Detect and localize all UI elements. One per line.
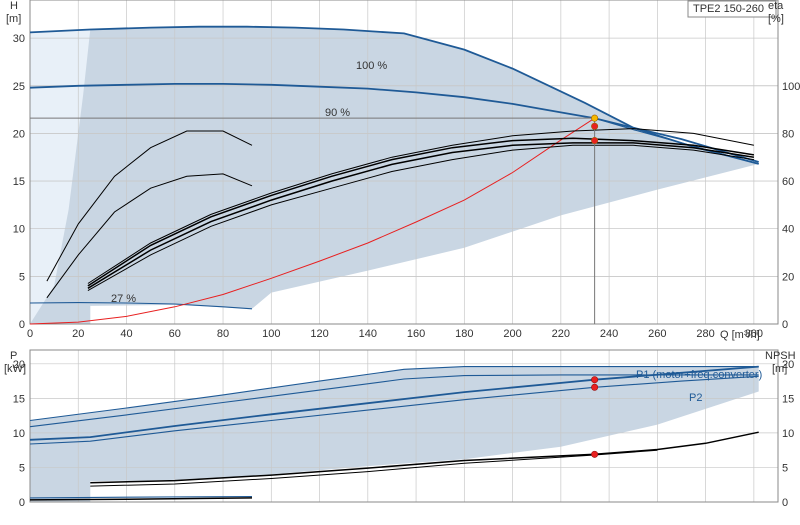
bottom-y-tick-label: 15 xyxy=(13,393,25,405)
bottom-series-pmin2 xyxy=(29,497,253,501)
top-y-tick-label: 25 xyxy=(13,81,25,93)
x-tick-label: 200 xyxy=(503,328,521,340)
x-tick-label: 20 xyxy=(72,328,84,340)
bottom-series-p2 xyxy=(29,375,759,445)
top-y2-tick-label: 100 xyxy=(782,81,800,93)
bottom-series-p2max xyxy=(29,374,759,428)
top-series-system xyxy=(29,117,595,325)
bottom-series-p1max xyxy=(29,366,759,422)
top-frame xyxy=(29,0,779,325)
bottom-series-npsh1 xyxy=(90,431,759,484)
bottom-marker xyxy=(591,383,599,391)
top-series-eta5 xyxy=(87,142,755,289)
top-y-tick-label: 10 xyxy=(13,224,25,236)
top-y-tick-label: 15 xyxy=(13,176,25,188)
bottom-y-tick-label: 10 xyxy=(13,428,25,440)
top-series-eta3 xyxy=(87,128,754,284)
x-tick-label: 180 xyxy=(455,328,473,340)
top-envelope xyxy=(30,26,759,324)
x-tick-label: 100 xyxy=(262,328,280,340)
top-y2-tick-label: 40 xyxy=(782,224,794,236)
x-tick-label: 260 xyxy=(648,328,666,340)
x-tick-label: 140 xyxy=(359,328,377,340)
x-tick-label: 300 xyxy=(745,328,763,340)
top-y2-tick-label: 0 xyxy=(782,319,788,331)
top-series-eta2 xyxy=(46,173,253,299)
bottom-y2-tick-label: 10 xyxy=(782,428,794,440)
bottom-yunit: [kW] xyxy=(4,363,26,375)
top-y2-tick-label: 20 xyxy=(782,271,794,283)
top-series-eta6 xyxy=(87,144,754,292)
top-y-tick-label: 0 xyxy=(19,319,25,331)
top-series-h100 xyxy=(29,25,759,165)
top-marker xyxy=(591,114,599,122)
top-y2-tick-label: 60 xyxy=(782,176,794,188)
bottom-y-tick-label: 5 xyxy=(19,462,25,474)
top-y-tick-label: 30 xyxy=(13,33,25,45)
bottom-ylabel: P xyxy=(10,350,17,362)
bottom-marker xyxy=(591,376,599,384)
x-tick-label: 80 xyxy=(217,328,229,340)
bottom-y2-tick-label: 15 xyxy=(782,393,794,405)
p1-label: P1 (motor+freq.converter) xyxy=(636,369,762,381)
x-tick-label: 0 xyxy=(27,328,33,340)
bottom-y-tick-label: 20 xyxy=(13,359,25,371)
x-tick-label: 160 xyxy=(407,328,425,340)
bottom-y2-tick-label: 5 xyxy=(782,462,788,474)
top-marker xyxy=(591,137,599,145)
top-series-eta1 xyxy=(46,130,253,282)
bottom-envelope xyxy=(30,366,759,502)
top-envelope-light xyxy=(30,29,91,324)
top-y-tick-label: 5 xyxy=(19,271,25,283)
bottom-y2unit: [m] xyxy=(772,363,787,375)
top-y2-tick-label: 80 xyxy=(782,128,794,140)
top-marker xyxy=(591,122,599,130)
bottom-y2-tick-label: 0 xyxy=(782,497,788,509)
bottom-series-pmin1 xyxy=(29,495,253,499)
top-y2unit: [%] xyxy=(768,13,784,25)
bottom-y-tick-label: 0 xyxy=(19,497,25,509)
p2-label: P2 xyxy=(689,392,702,404)
x-tick-label: 120 xyxy=(310,328,328,340)
x-tick-label: 40 xyxy=(120,328,132,340)
top-y-tick-label: 20 xyxy=(13,128,25,140)
bottom-marker xyxy=(591,450,599,458)
x-tick-label: 60 xyxy=(169,328,181,340)
top-yunit: [m] xyxy=(6,13,21,25)
top-series-h27 xyxy=(29,302,253,310)
bottom-y2label: NPSH xyxy=(765,350,796,362)
top-series-h90 xyxy=(29,83,759,163)
label-90: 90 % xyxy=(325,107,350,119)
bottom-frame xyxy=(29,349,779,503)
title-box xyxy=(687,0,777,18)
x-tick-label: 280 xyxy=(696,328,714,340)
top-series-eta4 xyxy=(87,137,755,287)
label-27: 27 % xyxy=(111,293,136,305)
top-ylabel: H xyxy=(10,0,18,12)
top-series-h100b xyxy=(594,117,759,165)
top-y2label: eta xyxy=(768,0,784,12)
bottom-series-p1 xyxy=(29,365,759,441)
x-axis-label: Q [m³/h] xyxy=(720,329,760,341)
title-box-label: TPE2 150-260 xyxy=(693,3,764,15)
x-tick-label: 220 xyxy=(552,328,570,340)
x-tick-label: 240 xyxy=(600,328,618,340)
bottom-y2-tick-label: 20 xyxy=(782,359,794,371)
label-100: 100 % xyxy=(356,60,387,72)
